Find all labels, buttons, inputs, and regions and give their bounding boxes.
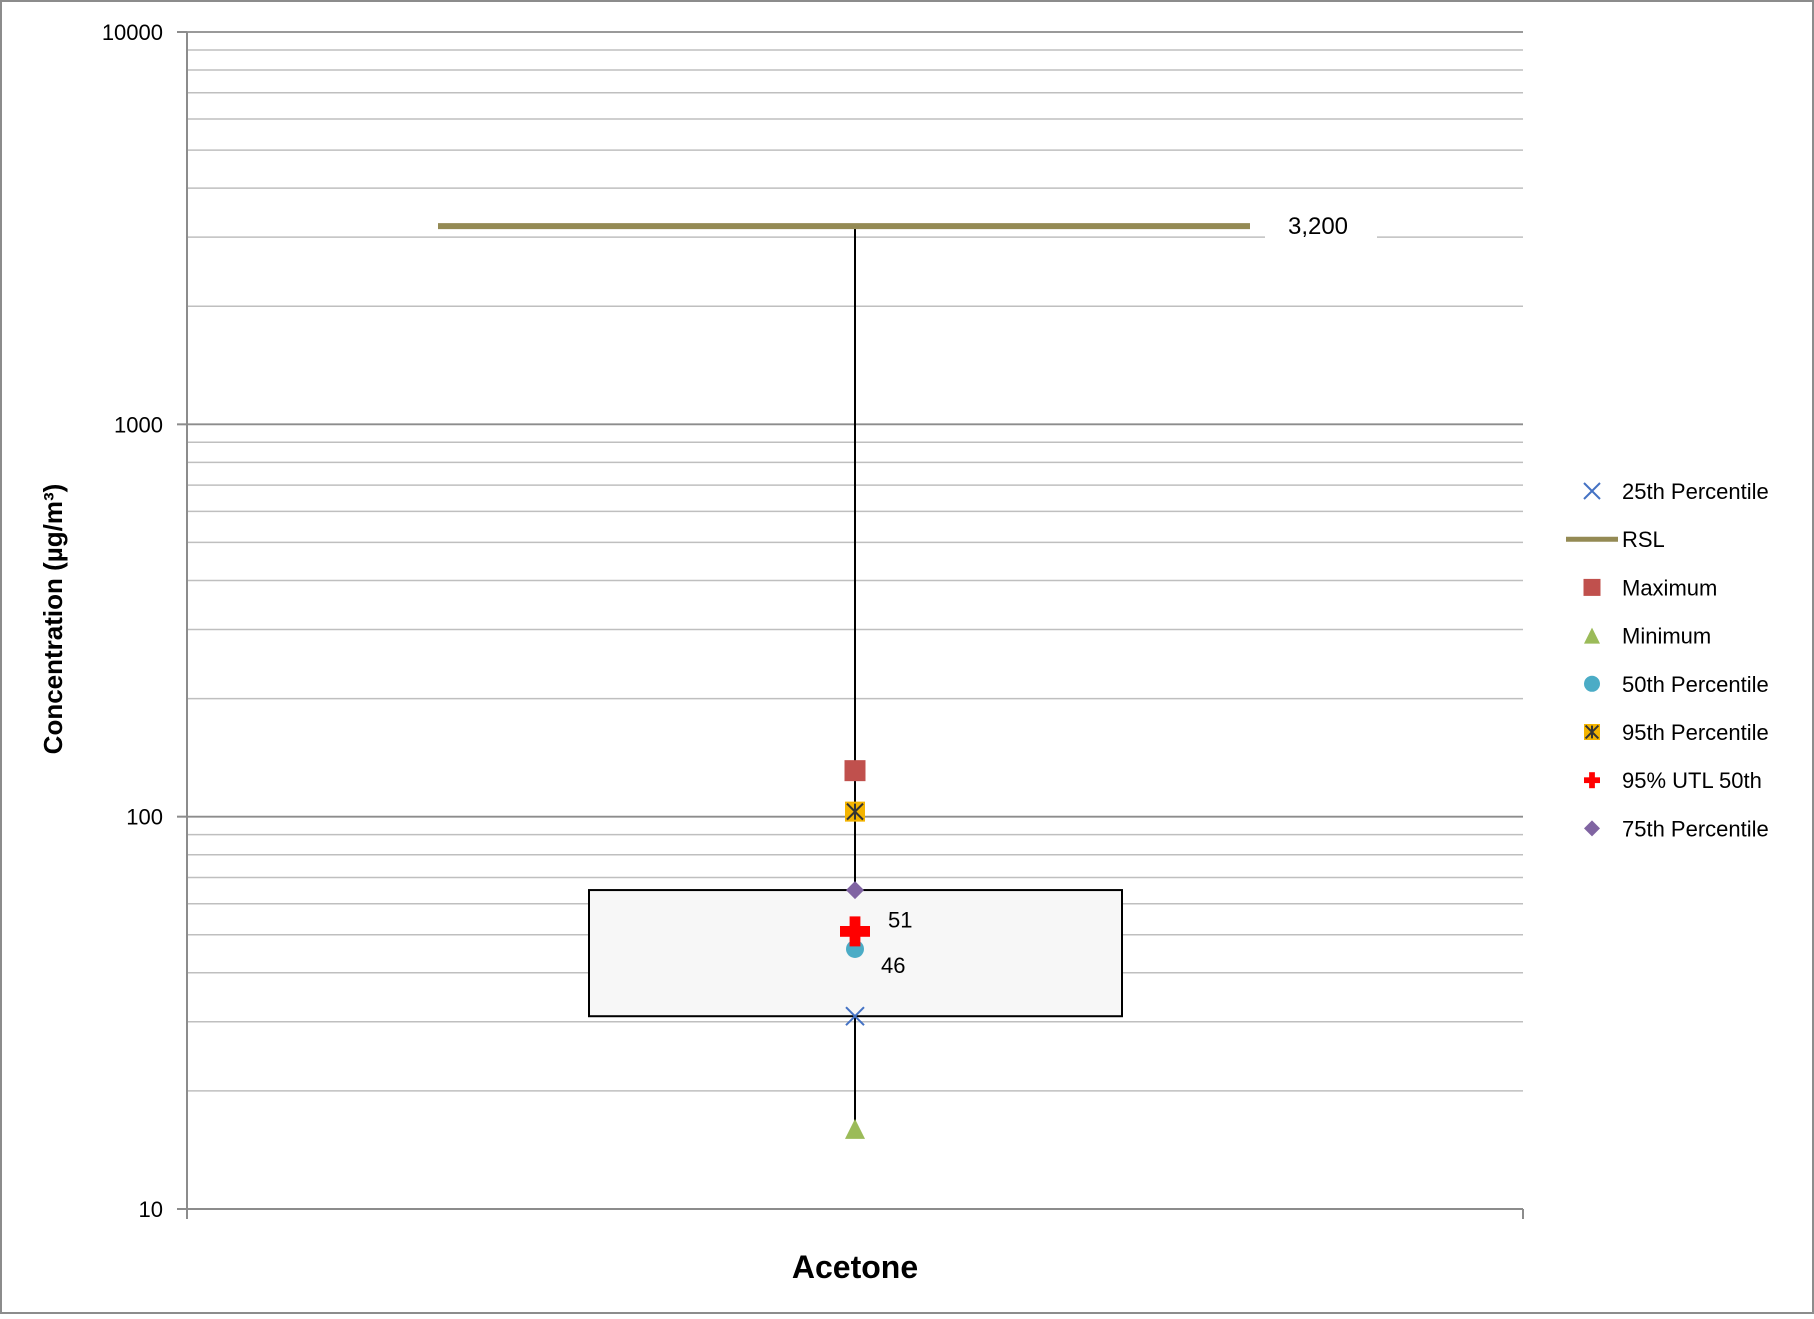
maximum-marker <box>844 760 866 782</box>
legend-item-rsl: RSL <box>1566 527 1665 552</box>
legend: 25th Percentile RSL Maximum Minimum 50th Per… <box>1566 479 1769 841</box>
legend-marker-maximum <box>1583 578 1601 596</box>
legend-item-p95: 95th Percentile <box>1584 720 1769 745</box>
legend-item-p25: 25th Percentile <box>1583 479 1769 504</box>
legend-label-p50: 50th Percentile <box>1622 672 1769 697</box>
legend-marker-minimum <box>1584 627 1600 644</box>
rsl-label-bg <box>1265 206 1377 245</box>
legend-label-utl95_50th: 95% UTL 50th <box>1622 768 1762 793</box>
legend-label-rsl: RSL <box>1622 527 1665 552</box>
legend-marker-p50 <box>1584 675 1600 692</box>
legend-label-p25: 25th Percentile <box>1622 479 1769 504</box>
plot-area: 3,200 51 46 <box>438 206 1377 1139</box>
p50-data-label: 46 <box>881 953 905 978</box>
legend-label-p95: 95th Percentile <box>1622 720 1769 745</box>
legend-item-p50: 50th Percentile <box>1584 672 1769 697</box>
legend-item-p75: 75th Percentile <box>1584 816 1769 841</box>
legend-item-utl95_50th: 95% UTL 50th <box>1584 768 1762 793</box>
legend-label-minimum: Minimum <box>1622 624 1711 649</box>
axes: 10 100 1000 10000 <box>102 20 1524 1222</box>
y-axis-label: Concentration (µg/m³) <box>38 484 68 755</box>
legend-marker-utl95_50th <box>1584 772 1600 789</box>
minimum-marker <box>845 1118 865 1139</box>
y-tick-label: 100 <box>126 805 163 830</box>
p95-marker <box>845 801 865 822</box>
y-tick-label: 1000 <box>114 412 163 437</box>
y-tick-label: 10 <box>139 1197 163 1222</box>
legend-label-maximum: Maximum <box>1622 575 1717 600</box>
legend-marker-p95 <box>1584 724 1600 740</box>
utl95-marker <box>840 916 870 947</box>
legend-marker-p75 <box>1584 820 1600 837</box>
legend-label-p75: 75th Percentile <box>1622 816 1769 841</box>
p25-marker <box>845 1006 865 1026</box>
utl95-data-label: 51 <box>888 907 912 932</box>
y-tick-label: 10000 <box>102 20 163 45</box>
p75-marker <box>846 881 864 900</box>
rsl-data-label: 3,200 <box>1288 213 1348 240</box>
legend-marker-p25 <box>1583 482 1601 500</box>
legend-item-minimum: Minimum <box>1584 624 1711 649</box>
x-category-label: Acetone <box>792 1249 918 1285</box>
legend-item-maximum: Maximum <box>1583 575 1717 600</box>
